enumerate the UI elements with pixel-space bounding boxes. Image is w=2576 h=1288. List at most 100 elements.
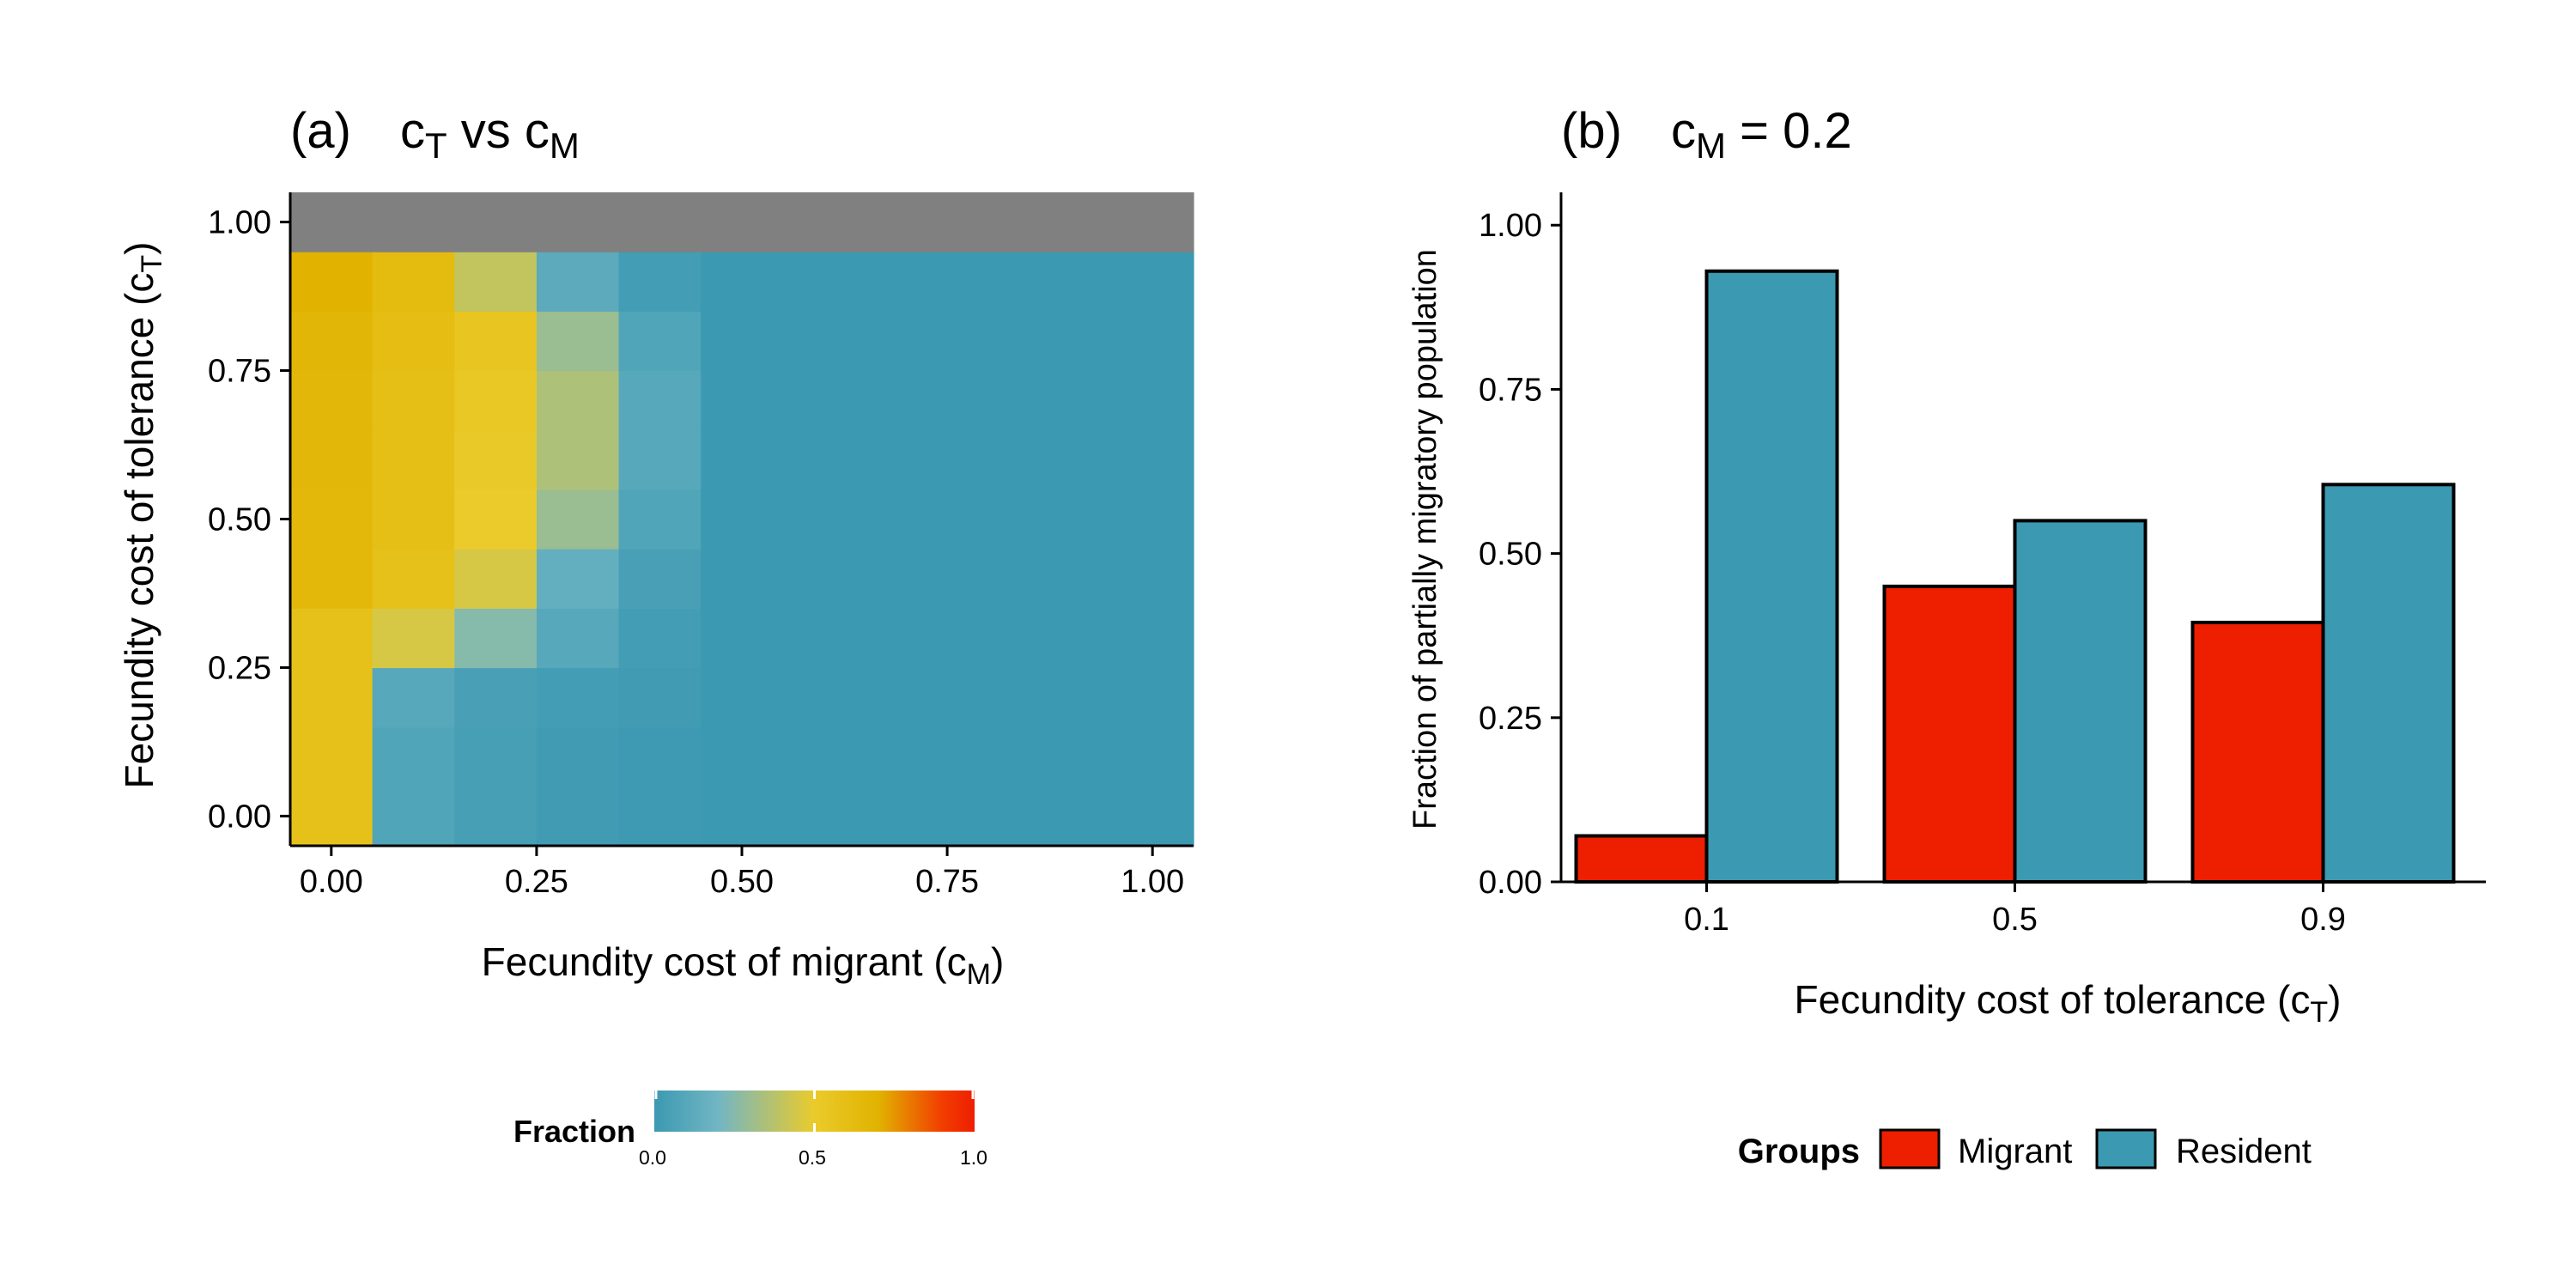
heatmap-cell-na bbox=[865, 192, 948, 252]
heatmap-cell bbox=[454, 549, 538, 609]
heatmap-cell bbox=[865, 311, 948, 372]
heatmap-cell bbox=[536, 370, 620, 431]
heatmap-cell bbox=[947, 667, 1030, 728]
heatmap-cell bbox=[782, 252, 866, 312]
colorbar-tick-label: 0.0 bbox=[639, 1146, 666, 1169]
heatmap-cell bbox=[372, 667, 455, 728]
bar-axes: 0.1 0.5 0.9 0.00 0.25 0.50 0.75 1.00 bbox=[1479, 192, 2486, 938]
heatmap-cell bbox=[1029, 311, 1112, 372]
heatmap-cell-na bbox=[618, 192, 702, 252]
panel-b: (b) cM = 0.2 0.1 0.5 0.9 0.00 0.25 0.50 0.75 1.… bbox=[1407, 103, 2486, 1170]
heatmap-cell bbox=[701, 311, 784, 372]
heatmap-cell-na bbox=[372, 192, 455, 252]
heatmap-cell bbox=[290, 786, 374, 847]
panel-b-tag: (b) bbox=[1561, 103, 1622, 159]
heatmap-cell bbox=[1029, 549, 1112, 609]
heatmap-cell bbox=[782, 370, 866, 431]
heatmap-x-axis-title: Fecundity cost of migrant (cM) bbox=[482, 939, 1005, 991]
legend-key-migrant bbox=[1879, 1128, 1941, 1170]
heatmap-cell bbox=[1111, 311, 1194, 372]
heatmap-cell bbox=[782, 726, 866, 787]
heatmap-cell bbox=[701, 370, 784, 431]
heatmap-y-tick-label: 1.00 bbox=[208, 205, 271, 241]
heatmap-cell-na bbox=[1029, 192, 1112, 252]
heatmap-cell bbox=[1111, 726, 1194, 787]
heatmap-cell bbox=[536, 489, 620, 550]
legend-label-resident: Resident bbox=[2176, 1133, 2312, 1170]
bar-resident bbox=[1704, 269, 1839, 884]
heatmap-cell bbox=[947, 311, 1030, 372]
heatmap-cell bbox=[1029, 429, 1112, 490]
heatmap-cell bbox=[865, 726, 948, 787]
heatmap-cell bbox=[290, 311, 374, 372]
colorbar-tick-label: 1.0 bbox=[960, 1146, 987, 1169]
heatmap-cell bbox=[536, 252, 620, 312]
heatmap-cell bbox=[701, 667, 784, 728]
bar-x-tick-label: 0.5 bbox=[1992, 902, 2038, 938]
heatmap-cell bbox=[782, 786, 866, 847]
heatmap-cell bbox=[536, 786, 620, 847]
heatmap-cell bbox=[865, 786, 948, 847]
heatmap-cell bbox=[1029, 726, 1112, 787]
heatmap-cell bbox=[454, 667, 538, 728]
heatmap-cell-na bbox=[782, 192, 866, 252]
heatmap-cell bbox=[782, 489, 866, 550]
heatmap-cell bbox=[701, 252, 784, 312]
heatmap-cell bbox=[947, 786, 1030, 847]
heatmap-cell bbox=[618, 726, 702, 787]
heatmap-axes: 0.00 0.25 0.50 0.75 1.00 0.00 0.25 0.50 0.75 1.00 bbox=[208, 192, 1194, 900]
groups-legend: Groups Migrant Resident bbox=[1738, 1128, 2312, 1170]
heatmap-cell bbox=[782, 667, 866, 728]
heatmap-cell bbox=[701, 786, 784, 847]
heatmap-cell bbox=[701, 549, 784, 609]
bar-y-tick-label: 0.75 bbox=[1479, 372, 1542, 408]
heatmap-cell bbox=[1029, 786, 1112, 847]
heatmap-cell bbox=[865, 370, 948, 431]
heatmap-cell bbox=[618, 489, 702, 550]
heatmap-cell bbox=[454, 429, 538, 490]
panel-a-title: cT vs cM bbox=[400, 103, 580, 166]
bar-resident bbox=[2321, 483, 2456, 884]
heatmap-cell bbox=[454, 786, 538, 847]
heatmap-cell bbox=[865, 549, 948, 609]
heatmap-cell bbox=[372, 489, 455, 550]
heatmap-cell bbox=[618, 311, 702, 372]
heatmap-cell bbox=[454, 608, 538, 669]
heatmap-cell bbox=[536, 667, 620, 728]
heatmap-cell bbox=[372, 786, 455, 847]
heatmap-cell bbox=[1029, 252, 1112, 312]
bar-y-tick-label: 1.00 bbox=[1479, 208, 1542, 244]
heatmap-cell bbox=[536, 608, 620, 669]
heatmap-cell bbox=[782, 608, 866, 669]
heatmap-cell bbox=[290, 252, 374, 312]
heatmap-cell bbox=[618, 549, 702, 609]
bar-migrant bbox=[1882, 584, 2017, 884]
heatmap-cell bbox=[618, 252, 702, 312]
heatmap-cell bbox=[1111, 608, 1194, 669]
heatmap-cell bbox=[1111, 786, 1194, 847]
heatmap-cell bbox=[782, 549, 866, 609]
heatmap-cell-na bbox=[1111, 192, 1194, 252]
heatmap-cell bbox=[454, 726, 538, 787]
heatmap-cell bbox=[372, 429, 455, 490]
bar-migrant bbox=[1574, 834, 1709, 884]
heatmap-cell-na bbox=[536, 192, 620, 252]
heatmap-cell bbox=[372, 726, 455, 787]
heatmap-x-tick-label: 0.75 bbox=[915, 864, 979, 900]
heatmap-cell-na bbox=[454, 192, 538, 252]
heatmap-cell bbox=[372, 549, 455, 609]
heatmap-cell-na bbox=[701, 192, 784, 252]
heatmap-cell bbox=[454, 252, 538, 312]
panel-b-title: cM = 0.2 bbox=[1671, 103, 1852, 166]
heatmap-cell bbox=[701, 429, 784, 490]
heatmap-x-tick-label: 1.00 bbox=[1121, 864, 1184, 900]
heatmap-cell bbox=[1111, 252, 1194, 312]
heatmap-cell bbox=[782, 311, 866, 372]
heatmap-cell bbox=[1029, 608, 1112, 669]
heatmap-cell bbox=[1029, 370, 1112, 431]
heatmap-cell bbox=[1029, 489, 1112, 550]
heatmap-cell bbox=[947, 608, 1030, 669]
heatmap-x-tick-label: 0.50 bbox=[710, 864, 774, 900]
heatmap-cell bbox=[1111, 489, 1194, 550]
